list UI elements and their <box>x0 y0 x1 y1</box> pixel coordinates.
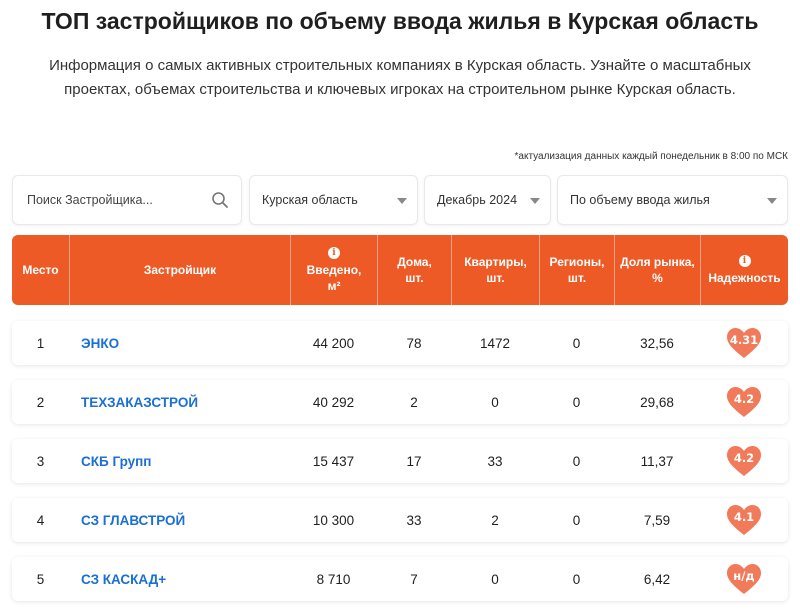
search-input[interactable] <box>27 193 197 207</box>
cell-share: 32,56 <box>640 335 674 351</box>
column-developer[interactable]: Застройщик <box>69 235 290 305</box>
cell-regions: 0 <box>572 571 581 587</box>
sort-select-value: По объему ввода жилья <box>570 193 710 207</box>
developer-link[interactable]: СКБ Групп <box>81 453 152 469</box>
column-place[interactable]: Место <box>22 263 59 277</box>
cell-area: 10 300 <box>312 512 355 528</box>
cell-area: 44 200 <box>312 335 355 351</box>
update-note: *актуализация данных каждый понедельник … <box>514 151 788 162</box>
cell-regions: 0 <box>572 394 581 410</box>
cell-place: 4 <box>36 512 45 528</box>
table-row[interactable]: 1 ЭНКО 44 200 78 1472 0 32,56 4.31 <box>12 321 788 365</box>
cell-regions: 0 <box>572 453 581 469</box>
cell-houses: 2 <box>410 394 418 410</box>
table-row[interactable]: 4 СЗ ГЛАВСТРОЙ 10 300 33 2 0 7,59 4.1 <box>12 498 788 542</box>
page-subtitle: Информация о самых активных строительных… <box>49 57 751 98</box>
search-box[interactable] <box>12 175 242 225</box>
developer-link[interactable]: ЭНКО <box>81 335 120 351</box>
reliability-heart-icon[interactable]: 4.31 <box>726 327 762 359</box>
chevron-down-icon <box>767 198 777 204</box>
reliability-heart-icon[interactable]: н/д <box>726 563 762 595</box>
reliability-heart-icon[interactable]: 4.2 <box>726 386 762 418</box>
region-select-value: Курская область <box>262 193 358 207</box>
month-select-value: Декабрь 2024 <box>437 193 518 207</box>
reliability-rating: 4.31 <box>729 333 759 347</box>
cell-houses: 33 <box>406 512 422 528</box>
cell-area: 40 292 <box>312 394 355 410</box>
column-area[interactable]: i Введено, м² <box>290 235 377 305</box>
chevron-down-icon <box>530 198 540 204</box>
cell-houses: 17 <box>406 453 422 469</box>
developer-link[interactable]: СЗ ГЛАВСТРОЙ <box>81 512 186 528</box>
table-row[interactable]: 2 ТЕХЗАКАЗСТРОЙ 40 292 2 0 0 29,68 4.2 <box>12 380 788 424</box>
column-share[interactable]: Доля рынка, % <box>614 235 700 305</box>
cell-place: 2 <box>36 394 45 410</box>
page-title: ТОП застройщиков по объему ввода жилья в… <box>41 8 759 34</box>
cell-place: 1 <box>36 335 45 351</box>
cell-area: 8 710 <box>316 571 351 587</box>
search-icon[interactable] <box>211 191 229 209</box>
cell-apartments: 1472 <box>479 335 511 351</box>
cell-share: 11,37 <box>640 453 674 469</box>
developer-link[interactable]: ТЕХЗАКАЗСТРОЙ <box>81 394 199 410</box>
cell-share: 6,42 <box>643 571 671 587</box>
cell-apartments: 0 <box>491 571 499 587</box>
filters-bar: Курская область Декабрь 2024 По объему в… <box>12 175 788 225</box>
column-apartments[interactable]: Квартиры, шт. <box>451 235 539 305</box>
reliability-rating: 4.2 <box>733 392 755 406</box>
reliability-heart-icon[interactable]: 4.2 <box>726 445 762 477</box>
developer-link[interactable]: СЗ КАСКАД+ <box>81 571 167 587</box>
table-header: Место Застройщик i Введено, м² Дома, шт.… <box>12 235 788 305</box>
cell-place: 3 <box>36 453 45 469</box>
cell-share: 29,68 <box>640 394 674 410</box>
table-row[interactable]: 3 СКБ Групп 15 437 17 33 0 11,37 4.2 <box>12 439 788 483</box>
column-reliability[interactable]: i Надежность <box>700 235 788 305</box>
column-regions[interactable]: Регионы, шт. <box>539 235 614 305</box>
reliability-heart-icon[interactable]: 4.1 <box>726 504 762 536</box>
month-select[interactable]: Декабрь 2024 <box>424 175 551 225</box>
cell-regions: 0 <box>572 512 581 528</box>
sort-select[interactable]: По объему ввода жилья <box>557 175 788 225</box>
table-row[interactable]: 5 СЗ КАСКАД+ 8 710 7 0 0 6,42 н/д <box>12 557 788 601</box>
info-icon[interactable]: i <box>738 254 751 267</box>
cell-place: 5 <box>36 571 45 587</box>
column-houses[interactable]: Дома, шт. <box>377 235 451 305</box>
cell-area: 15 437 <box>312 453 355 469</box>
reliability-rating: н/д <box>733 569 755 583</box>
cell-share: 7,59 <box>643 512 671 528</box>
cell-houses: 7 <box>410 571 418 587</box>
cell-regions: 0 <box>572 335 581 351</box>
info-icon[interactable]: i <box>328 246 340 259</box>
cell-apartments: 0 <box>491 394 499 410</box>
reliability-rating: 4.1 <box>733 510 755 524</box>
region-select[interactable]: Курская область <box>249 175 418 225</box>
chevron-down-icon <box>397 198 407 204</box>
cell-apartments: 2 <box>491 512 499 528</box>
cell-houses: 78 <box>406 335 422 351</box>
cell-apartments: 33 <box>487 453 503 469</box>
reliability-rating: 4.2 <box>733 451 755 465</box>
